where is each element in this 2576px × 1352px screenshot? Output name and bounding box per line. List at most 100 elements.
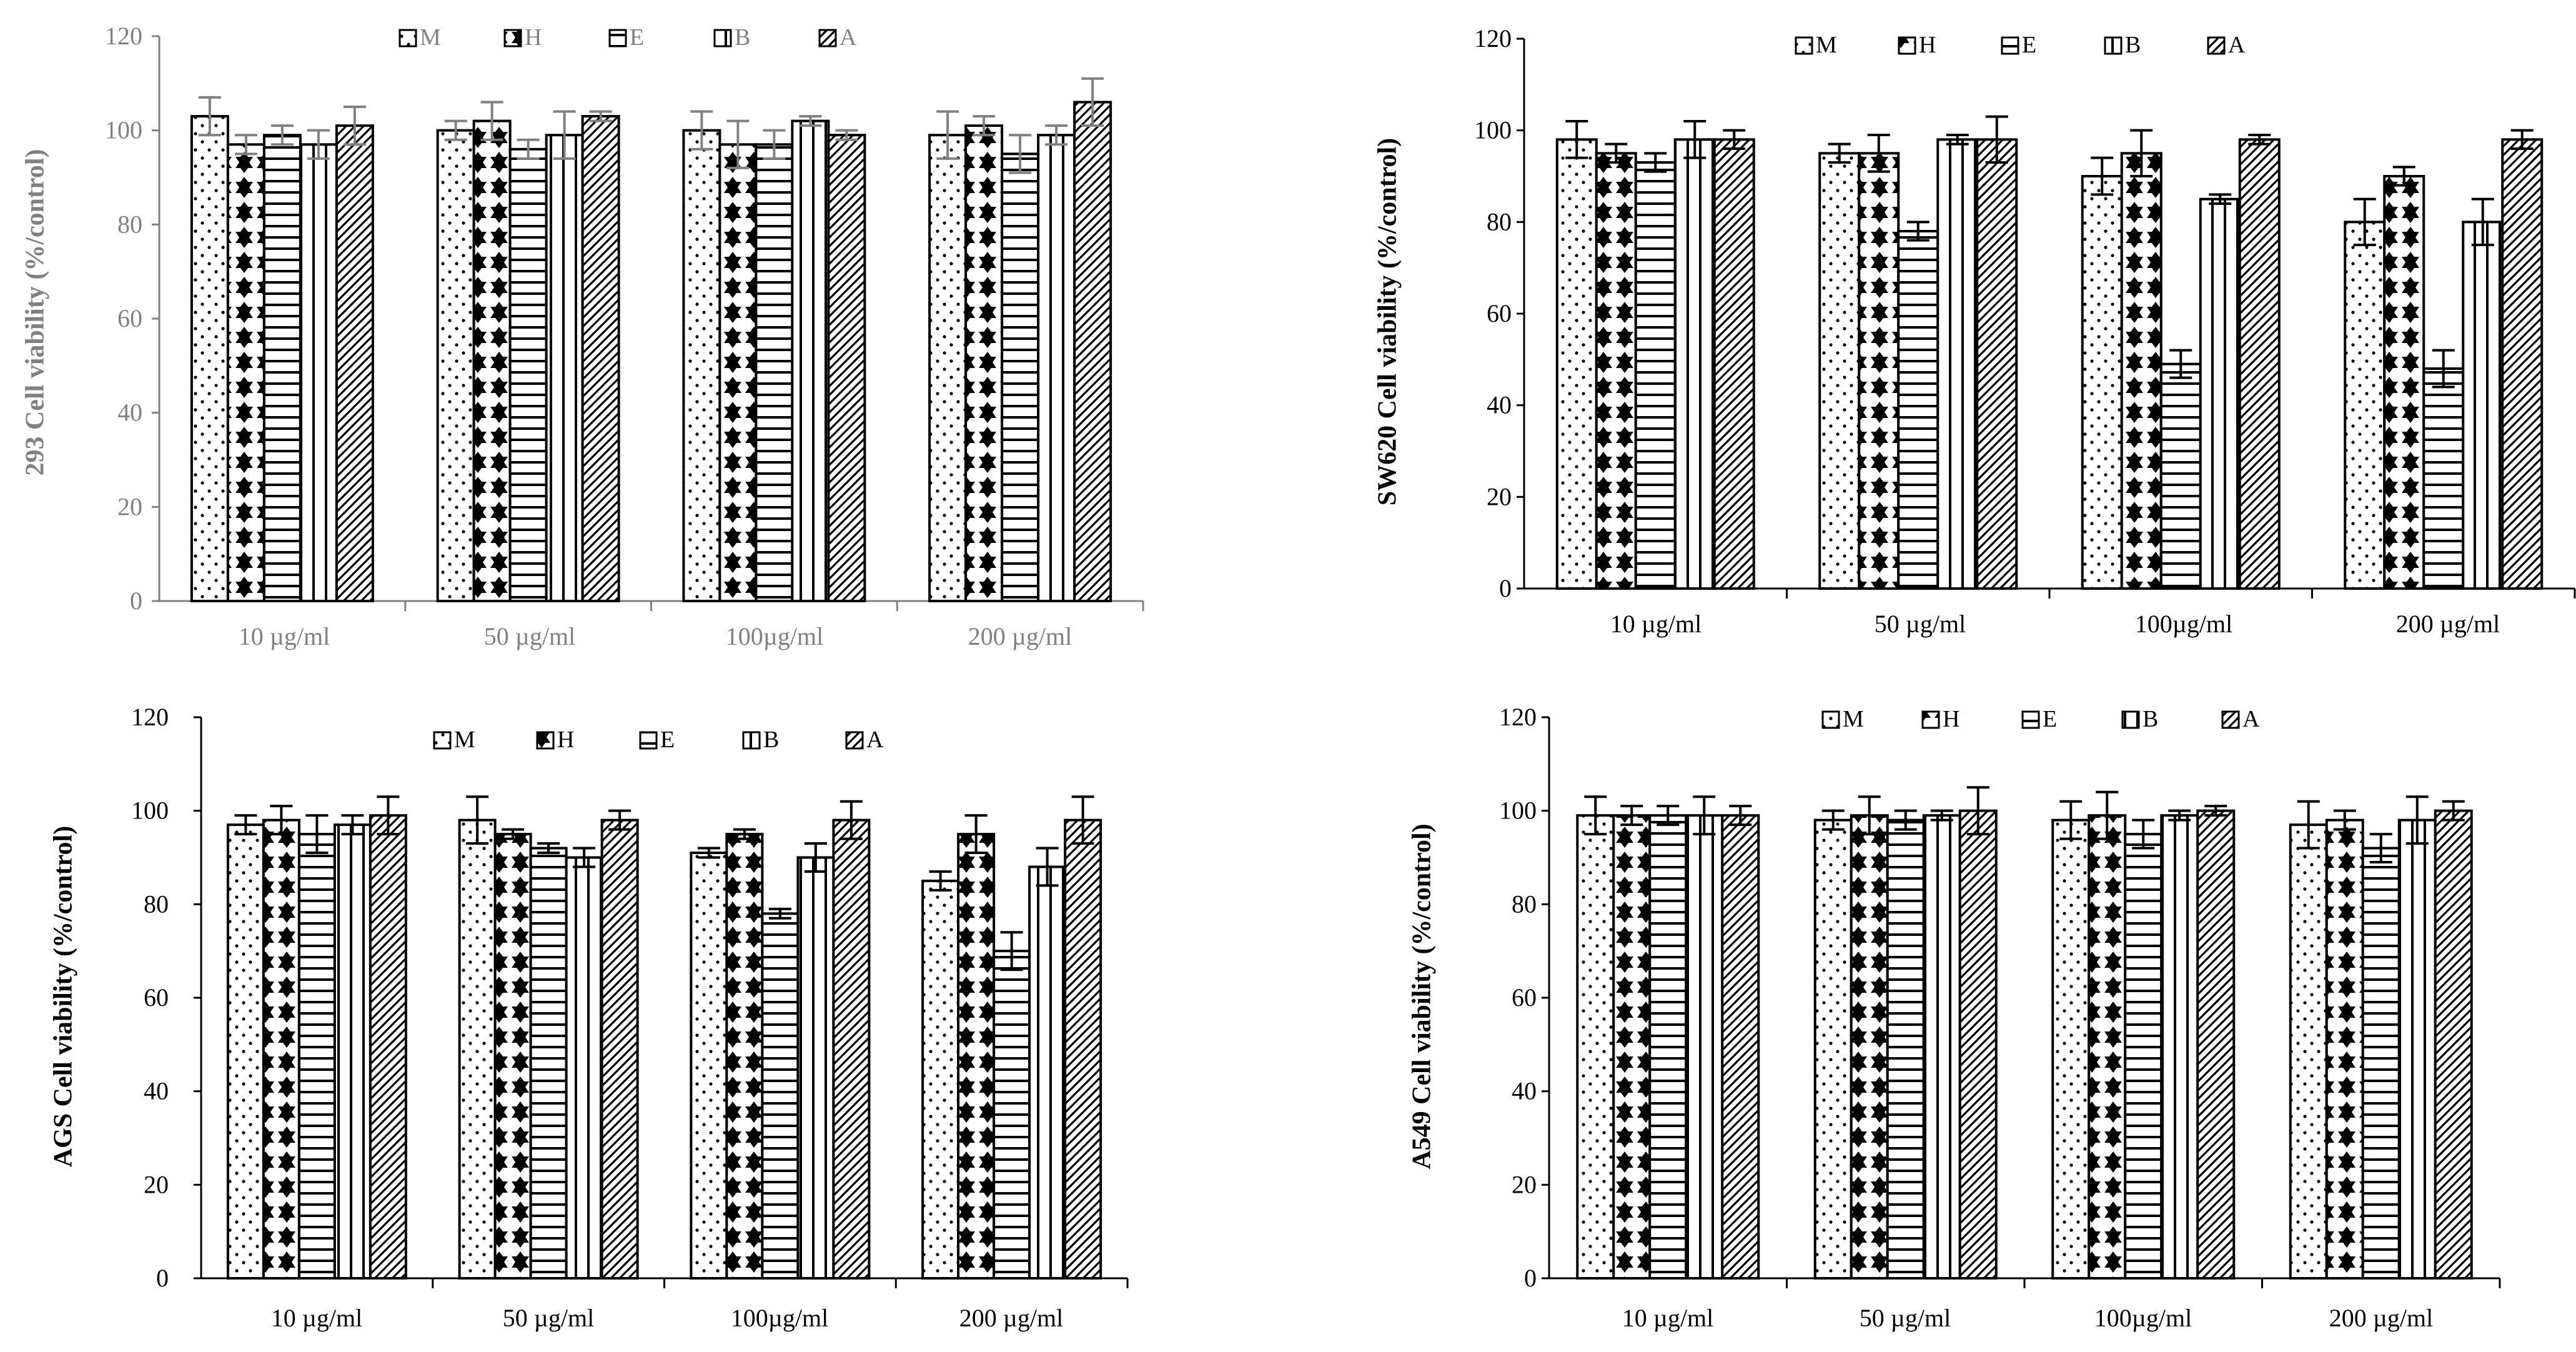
- bar-B: [2462, 221, 2504, 590]
- y-tick-label: 0: [1524, 1264, 1537, 1292]
- x-tick-label: 200 µg/ml: [2396, 610, 2500, 638]
- bar-M: [1576, 814, 1615, 1280]
- x-tick-label: 10 µg/ml: [239, 622, 330, 650]
- legend-swatch-E: [2001, 36, 2019, 55]
- y-axis-title: 293 Cell viability (%/control): [21, 149, 50, 475]
- legend-label-M: M: [420, 24, 441, 51]
- bar-B: [2199, 197, 2241, 590]
- bar-A: [2501, 138, 2544, 590]
- bar-H: [2325, 818, 2364, 1280]
- legend-swatch-M: [1795, 36, 1813, 55]
- chart-sw620: SW620 Cell viability (%/control) 0 20 40 60…: [1374, 24, 2576, 638]
- bar-E: [1648, 814, 1688, 1280]
- plot-area: 0 20 40 60 80 100 120: [1499, 703, 2501, 1292]
- legend-label-H: H: [1943, 706, 1959, 732]
- legend-label-A: A: [840, 24, 857, 51]
- bar-A: [581, 115, 620, 603]
- legend-swatch-E: [2021, 710, 2040, 729]
- bar-E: [2159, 362, 2202, 590]
- y-tick-label: 100: [131, 797, 169, 825]
- legend-swatch-M: [433, 731, 452, 750]
- y-tick-label: 120: [1474, 24, 1512, 52]
- x-tick-label: 10 µg/ml: [1622, 1304, 1713, 1332]
- bar-A: [827, 134, 866, 602]
- x-tick-label: 50 µg/ml: [1860, 1304, 1951, 1332]
- bar-M: [226, 823, 265, 1280]
- bar-B: [796, 856, 835, 1280]
- y-tick-label: 60: [144, 983, 169, 1012]
- bar-M: [458, 818, 497, 1280]
- x-tick-label: 100µg/ml: [731, 1304, 828, 1332]
- bar-H: [957, 833, 996, 1280]
- legend-label-H: H: [525, 24, 542, 51]
- legend-label-B: B: [2125, 32, 2141, 58]
- y-tick-label: 60: [117, 304, 142, 332]
- bar-A: [1713, 138, 1755, 590]
- legend-label-E: E: [2022, 32, 2036, 58]
- bar-M: [682, 129, 721, 602]
- y-tick-label: 100: [1474, 116, 1512, 144]
- x-tick-label: 50 µg/ml: [1875, 610, 1966, 638]
- chart-293: 293 Cell viability (%/control) 0 20 40 60 80…: [21, 22, 1144, 650]
- legend-label-H: H: [557, 727, 574, 753]
- chart-ags: AGS Cell viability (%/control) 0 20 40 60 80…: [49, 703, 1129, 1332]
- legend-swatch-H: [1921, 710, 1940, 729]
- bar-H: [262, 818, 300, 1280]
- legend-label-A: A: [2228, 32, 2246, 58]
- bar-A: [2238, 138, 2281, 590]
- bar-M: [928, 134, 968, 602]
- y-tick-label: 80: [1512, 890, 1537, 918]
- y-tick-label: 80: [144, 890, 169, 918]
- x-axis-labels: 10 µg/ml 50 µg/ml 100µg/ml 200 µg/ml: [1610, 610, 2500, 638]
- bar-E: [755, 143, 794, 602]
- bar-A: [1073, 101, 1112, 602]
- bar-B: [1037, 134, 1076, 602]
- x-tick-label: 100µg/ml: [2094, 1304, 2192, 1332]
- bar-B: [565, 856, 603, 1280]
- bar-M: [190, 115, 229, 603]
- bar-B: [1922, 814, 1961, 1280]
- x-tick-label: 50 µg/ml: [484, 622, 575, 650]
- bar-A: [1064, 818, 1102, 1280]
- legend-label-B: B: [763, 727, 779, 753]
- legend-swatch-B: [742, 731, 761, 750]
- y-tick-label: 120: [131, 703, 169, 731]
- legend-label-E: E: [660, 727, 675, 753]
- bar-M: [2081, 175, 2123, 590]
- bar-E: [508, 147, 548, 603]
- bar-E: [993, 950, 1031, 1280]
- bar-H: [2088, 814, 2127, 1280]
- y-tick-label: 60: [1512, 983, 1537, 1012]
- bar-E: [761, 912, 800, 1280]
- bar-E: [2422, 367, 2465, 590]
- x-axis-labels: 10 µg/ml 50 µg/ml 100µg/ml 200 µg/ml: [1622, 1304, 2433, 1332]
- bar-H: [2120, 152, 2162, 590]
- bar-H: [1612, 814, 1652, 1280]
- legend-swatch-B: [2121, 710, 2140, 729]
- legend-swatch-A: [818, 29, 837, 47]
- legend-label-A: A: [866, 727, 884, 753]
- bar-E: [529, 847, 568, 1280]
- bar-H: [725, 833, 764, 1280]
- legend-swatch-A: [2207, 36, 2226, 55]
- x-tick-label: 100µg/ml: [726, 622, 823, 650]
- y-tick-label: 100: [1499, 797, 1537, 825]
- bar-M: [436, 129, 475, 602]
- bar-E: [1001, 152, 1040, 603]
- bar-E: [297, 833, 336, 1280]
- bar-B: [1685, 814, 1724, 1280]
- bar-M: [690, 852, 728, 1280]
- legend-swatch-H: [503, 29, 522, 47]
- y-tick-label: 20: [117, 492, 142, 520]
- bar-H: [2383, 175, 2425, 590]
- bar-M: [1555, 138, 1598, 590]
- bar-E: [2124, 833, 2163, 1280]
- bar-A: [1976, 138, 2018, 590]
- y-tick-label: 0: [130, 587, 142, 615]
- y-axis-title: SW620 Cell viability (%/control): [1374, 138, 1402, 505]
- bar-M: [2344, 221, 2386, 590]
- legend-swatch-A: [845, 731, 864, 750]
- bar-E: [1897, 230, 1939, 590]
